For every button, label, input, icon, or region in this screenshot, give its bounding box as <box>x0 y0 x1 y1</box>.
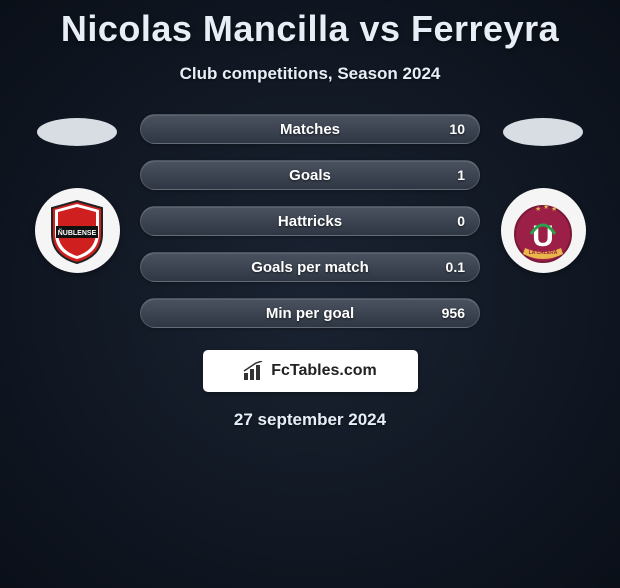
footer-brand-box[interactable]: FcTables.com <box>203 350 418 392</box>
subtitle: Club competitions, Season 2024 <box>0 64 620 84</box>
svg-text:★: ★ <box>543 203 549 211</box>
right-badge-text: LA CALERA <box>529 250 558 256</box>
stat-row-hattricks: Hattricks 0 <box>140 206 480 236</box>
stat-row-goals-per-match: Goals per match 0.1 <box>140 252 480 282</box>
svg-text:★: ★ <box>535 205 541 213</box>
stat-label: Matches <box>280 121 340 138</box>
stat-label: Hattricks <box>278 213 342 230</box>
stat-value-right: 956 <box>442 305 465 321</box>
stat-value-right: 0.1 <box>446 259 465 275</box>
stat-value-right: 10 <box>449 121 465 137</box>
right-club-badge: ★ ★ ★ U LA CALERA <box>501 188 586 273</box>
stat-row-min-per-goal: Min per goal 956 <box>140 298 480 328</box>
la-calera-badge-icon: ★ ★ ★ U LA CALERA <box>508 196 578 266</box>
comparison-content: ÑUBLENSE Matches 10 Goals 1 Hattricks 0 … <box>0 114 620 328</box>
left-club-badge: ÑUBLENSE <box>35 188 120 273</box>
stat-label: Goals per match <box>251 259 369 276</box>
stat-row-goals: Goals 1 <box>140 160 480 190</box>
page-title: Nicolas Mancilla vs Ferreyra <box>0 8 620 50</box>
stat-value-right: 0 <box>457 213 465 229</box>
svg-text:★: ★ <box>551 205 557 213</box>
right-player-placeholder <box>503 118 583 146</box>
nublense-badge-icon: ÑUBLENSE <box>42 196 112 266</box>
date-text: 27 september 2024 <box>0 410 620 430</box>
chart-icon <box>243 361 265 381</box>
left-player-placeholder <box>37 118 117 146</box>
left-badge-text: ÑUBLENSE <box>58 228 97 237</box>
stat-label: Goals <box>289 167 331 184</box>
stats-column: Matches 10 Goals 1 Hattricks 0 Goals per… <box>140 114 480 328</box>
stat-value-right: 1 <box>457 167 465 183</box>
footer-brand-text: FcTables.com <box>271 362 377 380</box>
left-player-column: ÑUBLENSE <box>32 114 122 273</box>
stat-row-matches: Matches 10 <box>140 114 480 144</box>
stat-label: Min per goal <box>266 305 354 322</box>
right-player-column: ★ ★ ★ U LA CALERA <box>498 114 588 273</box>
